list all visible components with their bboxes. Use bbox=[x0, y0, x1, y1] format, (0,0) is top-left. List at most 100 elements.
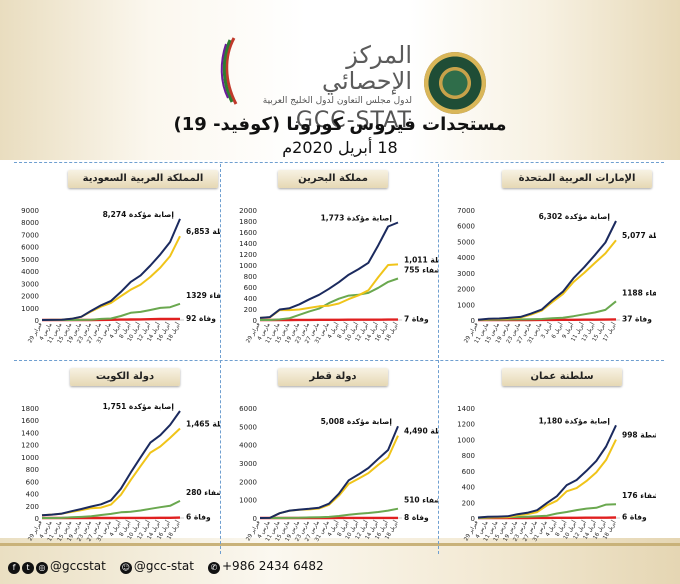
y-tick-label: 800 bbox=[462, 452, 475, 460]
chart-panel-kuwait: دولة الكويت 0 200 400 600 800 1000 1200 1400 160… bbox=[8, 368, 220, 550]
y-tick-label: 400 bbox=[244, 295, 257, 303]
end-label-recovered: شفاء 510 bbox=[404, 496, 438, 505]
y-tick-label: 1000 bbox=[239, 262, 257, 270]
y-tick-label: 5000 bbox=[239, 423, 257, 431]
social-handle-secondary[interactable]: ☺ @gcc-stat bbox=[119, 559, 194, 574]
series-line-recovered bbox=[260, 507, 399, 519]
y-tick-label: 2000 bbox=[239, 207, 257, 215]
y-tick-label: 600 bbox=[26, 478, 39, 486]
y-tick-label: 3000 bbox=[239, 460, 257, 468]
y-tick-label: 1400 bbox=[457, 405, 475, 413]
y-tick-label: 200 bbox=[244, 306, 257, 314]
y-tick-label: 5000 bbox=[457, 238, 475, 246]
y-tick-label: 7000 bbox=[457, 207, 475, 215]
y-tick-label: 1600 bbox=[239, 229, 257, 237]
instagram-icon: ◎ bbox=[36, 562, 48, 574]
divider-middle bbox=[14, 360, 664, 361]
y-tick-label: 1000 bbox=[457, 436, 475, 444]
end-label-active: نشطة 1,465 bbox=[186, 419, 220, 428]
y-tick-label: 1200 bbox=[21, 442, 39, 450]
series-line-recovered bbox=[260, 277, 399, 321]
chart-title: المملكة العربية السعودية bbox=[68, 170, 218, 188]
social-handle-text: @gccstat bbox=[50, 559, 106, 573]
divider-top bbox=[14, 162, 664, 163]
y-tick-label: 6000 bbox=[457, 223, 475, 231]
y-tick-label: 200 bbox=[26, 503, 39, 511]
y-tick-label: 8000 bbox=[21, 219, 39, 227]
end-label-active: نشطة 998 bbox=[622, 431, 656, 440]
chart-panel-oman: سلطنة عمان 0 200 400 600 800 1000 1200 1400 29 ف… bbox=[444, 368, 656, 550]
social-handle-primary[interactable]: f t ◎ @gccstat bbox=[8, 559, 106, 574]
y-tick-label: 6000 bbox=[239, 405, 257, 413]
facebook-icon: f bbox=[8, 562, 20, 574]
chart-title: مملكة البحرين bbox=[278, 170, 388, 188]
logo-org-name-en: GCC-STAT bbox=[295, 108, 412, 133]
chart-panel-saudi: المملكة العربية السعودية 0 1000 2000 3000 40… bbox=[8, 170, 220, 352]
chart-title: دولة قطر bbox=[278, 368, 388, 386]
series-line-active bbox=[41, 427, 181, 517]
end-label-confirmed: 1,773 إصابة مؤكدة bbox=[321, 213, 392, 222]
divider-vertical-right bbox=[438, 164, 439, 554]
y-tick-label: 1200 bbox=[457, 421, 475, 429]
y-tick-label: 2000 bbox=[21, 293, 39, 301]
y-tick-label: 0 bbox=[253, 515, 257, 523]
y-tick-label: 1800 bbox=[21, 405, 39, 413]
series-line-confirmed bbox=[259, 425, 399, 519]
series-line-active bbox=[259, 263, 399, 319]
y-tick-label: 3000 bbox=[457, 270, 475, 278]
header-background bbox=[0, 0, 680, 160]
y-tick-label: 5000 bbox=[21, 256, 39, 264]
end-label-recovered: 755 شفاء bbox=[404, 265, 438, 274]
gcc-emblem-icon bbox=[424, 52, 486, 114]
y-tick-label: 7000 bbox=[21, 231, 39, 239]
footer-stripe bbox=[0, 543, 680, 546]
chart-panel-bahrain: مملكة البحرين 0 200 400 600 800 1000 1200 1400 1… bbox=[226, 170, 438, 352]
y-tick-label: 400 bbox=[462, 484, 475, 492]
series-line-confirmed bbox=[41, 410, 181, 517]
y-tick-label: 1000 bbox=[21, 305, 39, 313]
end-label-active: نشطة 6,853 bbox=[186, 227, 220, 236]
end-label-confirmed: 1,751 إصابة مؤكدة bbox=[103, 402, 174, 411]
twitter-icon: t bbox=[22, 562, 34, 574]
end-label-confirmed: 8,274 إصابة مؤكدة bbox=[103, 210, 174, 219]
end-label-recovered: شفاء 280 bbox=[186, 488, 220, 497]
phone-number: +986 2434 6482 bbox=[222, 559, 324, 573]
y-tick-label: 4000 bbox=[239, 442, 257, 450]
series-line-active bbox=[477, 239, 617, 321]
social-handle-text: @gcc-stat bbox=[133, 559, 194, 573]
series-line-confirmed bbox=[477, 220, 617, 321]
y-tick-label: 0 bbox=[35, 515, 39, 523]
logo-swoosh-icon bbox=[220, 37, 238, 105]
y-tick-label: 1600 bbox=[21, 417, 39, 425]
y-tick-label: 4000 bbox=[21, 268, 39, 276]
end-label-active: نشطة 5,077 bbox=[622, 231, 656, 240]
end-label-recovered: شفاء 1329 bbox=[186, 291, 220, 300]
y-tick-label: 2000 bbox=[239, 478, 257, 486]
whatsapp-contact[interactable]: ✆ +986 2434 6482 bbox=[208, 559, 324, 574]
end-label-recovered: شفاء 1188 bbox=[622, 288, 656, 297]
end-label-deaths: وفاة 6 bbox=[186, 513, 211, 522]
y-tick-label: 0 bbox=[253, 317, 257, 325]
series-line-recovered bbox=[42, 500, 181, 519]
series-line-recovered bbox=[42, 302, 181, 321]
end-label-confirmed: 5,008 إصابة مؤكدة bbox=[321, 417, 392, 426]
y-tick-label: 2000 bbox=[457, 286, 475, 294]
chart-title: سلطنة عمان bbox=[502, 368, 622, 386]
y-tick-label: 800 bbox=[244, 273, 257, 281]
end-label-deaths: وفاة 8 bbox=[404, 513, 429, 522]
series-line-confirmed bbox=[41, 218, 181, 321]
divider-vertical-left bbox=[220, 164, 221, 554]
y-tick-label: 1800 bbox=[239, 218, 257, 226]
y-tick-label: 0 bbox=[471, 515, 475, 523]
chart-title: الإمارات العربية المتحدة bbox=[502, 170, 652, 188]
y-tick-label: 1400 bbox=[239, 240, 257, 248]
y-tick-label: 200 bbox=[462, 499, 475, 507]
end-label-deaths: وفاة 7 bbox=[404, 315, 429, 324]
logo-org-name-ar: المركز الإحصائي bbox=[322, 41, 412, 95]
chart-panel-uae: الإمارات العربية المتحدة 0 1000 2000 3000 40… bbox=[444, 170, 656, 352]
end-label-confirmed: 6,302 إصابة مؤكدة bbox=[539, 212, 610, 221]
y-tick-label: 600 bbox=[462, 468, 475, 476]
snapchat-icon: ☺ bbox=[119, 562, 132, 574]
